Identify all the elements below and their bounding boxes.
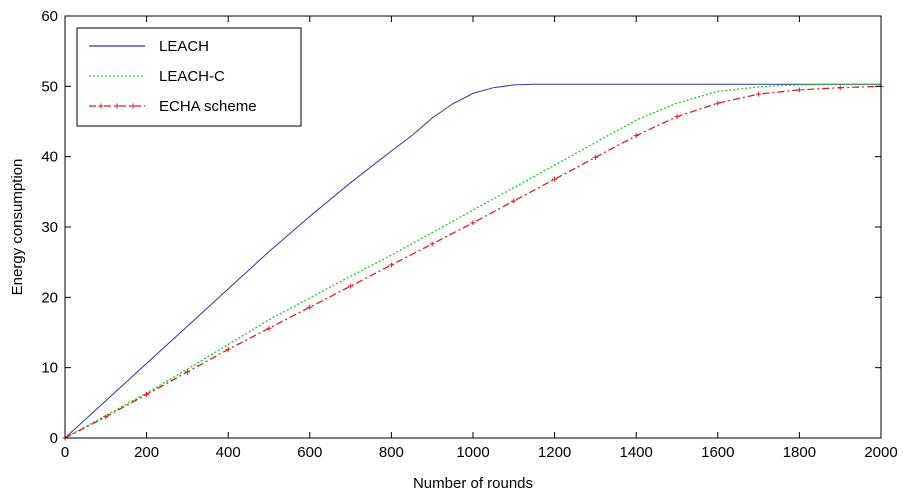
x-axis-label: Number of rounds [413,475,533,492]
series-marker [429,241,435,247]
y-tick-label: 20 [41,289,58,306]
series-marker [144,391,150,397]
series-marker [674,114,680,120]
legend-label: LEACH [159,38,209,55]
x-tick-label: 800 [379,444,404,461]
series-marker [307,304,313,310]
x-tick-label: 1600 [701,444,734,461]
x-axis-ticks: 0 200 400 600 800 1000 1200 1400 1600 1800 2000 [61,16,898,461]
x-tick-label: 400 [216,444,241,461]
legend-box [76,27,302,127]
legend-label: ECHA scheme [159,98,257,115]
series-marker [388,262,394,268]
x-tick-label: 200 [134,444,159,461]
y-tick-label: 10 [41,360,58,377]
series-marker [756,91,762,97]
series-marker [184,369,190,375]
x-tick-label: 2000 [864,444,897,461]
series-marker [266,325,272,331]
series-marker [511,198,517,204]
series-marker [796,87,802,93]
series-marker [592,154,598,160]
legend-label: LEACH-C [159,68,225,85]
series-marker [633,133,639,139]
series-marker [470,220,476,226]
x-tick-label: 1000 [456,444,489,461]
x-tick-label: 1400 [620,444,653,461]
series-marker [552,176,558,182]
series-line-2 [64,83,881,439]
x-tick-label: 1200 [538,444,571,461]
y-tick-label: 60 [41,8,58,25]
series-marker [715,100,721,106]
series-marker [837,85,843,91]
y-axis-ticks: 0 10 20 30 40 50 60 [41,8,881,447]
legend: LEACH LEACH-C ECHA scheme [76,27,302,127]
y-tick-label: 50 [41,78,58,95]
y-tick-label: 40 [41,149,58,166]
series-marker [348,283,354,289]
x-tick-label: 600 [297,444,322,461]
x-tick-label: 1800 [783,444,816,461]
y-tick-label: 30 [41,219,58,236]
y-axis-label: Energy consumption [9,159,26,296]
series-marker [103,414,109,420]
series-line-1 [64,83,881,439]
series-layer [62,83,884,441]
y-tick-label: 0 [50,430,58,447]
series-marker [225,346,231,352]
x-tick-label: 0 [61,444,69,461]
